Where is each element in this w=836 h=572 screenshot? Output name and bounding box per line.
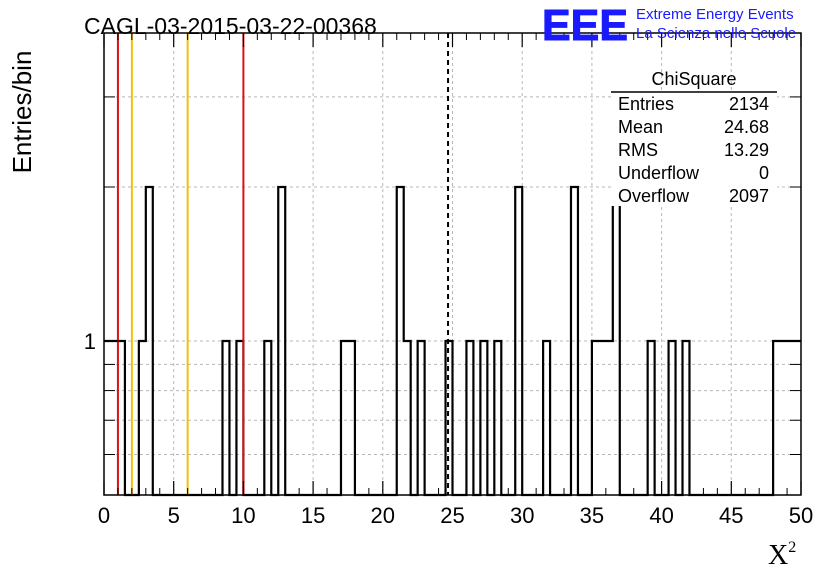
logo-line-1: Extreme Energy Events xyxy=(636,6,794,23)
stats-label: Underflow xyxy=(618,163,700,183)
x-tick-label: 0 xyxy=(98,503,110,528)
x-axis-label-base: X xyxy=(768,540,788,571)
x-axis-label-superscript: 2 xyxy=(788,539,796,556)
x-tick-label: 35 xyxy=(580,503,604,528)
x-tick-label: 50 xyxy=(789,503,813,528)
stats-box: ChiSquare Entries 2134 Mean 24.68 RMS 13.29 Un… xyxy=(611,69,777,206)
x-axis-label: X2 xyxy=(768,539,796,571)
eee-logo-icon: EEE xyxy=(542,1,628,50)
stats-box-title: ChiSquare xyxy=(651,69,736,89)
x-tick-label: 25 xyxy=(440,503,464,528)
x-tick-label: 15 xyxy=(301,503,325,528)
chart-title: CAGL-03-2015-03-22-00368 xyxy=(84,13,377,39)
x-tick-label: 40 xyxy=(649,503,673,528)
y-axis-label: Entries/bin xyxy=(7,51,37,174)
x-tick-label: 30 xyxy=(510,503,534,528)
stats-value: 2134 xyxy=(729,94,769,114)
reference-lines xyxy=(116,33,450,495)
y-tick-label: 1 xyxy=(84,329,96,354)
stats-value: 13.29 xyxy=(724,140,769,160)
x-tick-label: 5 xyxy=(168,503,180,528)
x-tick-label: 45 xyxy=(719,503,743,528)
stats-value: 2097 xyxy=(729,186,769,206)
stats-value: 0 xyxy=(759,163,769,183)
stats-value: 24.68 xyxy=(724,117,769,137)
stats-rows: Entries 2134 Mean 24.68 RMS 13.29 Underflow 0 Ov… xyxy=(618,94,769,206)
axis-ticks: 0 5 10 15 20 25 30 35 40 45 50 1 xyxy=(84,33,813,528)
stats-label: Overflow xyxy=(618,186,690,206)
stats-label: Entries xyxy=(618,94,674,114)
stats-label: Mean xyxy=(618,117,663,137)
stats-label: RMS xyxy=(618,140,658,160)
x-tick-label: 20 xyxy=(371,503,395,528)
x-tick-label: 10 xyxy=(231,503,255,528)
logo-line-2: La Scienza nelle Scuole xyxy=(636,25,796,42)
stats-box-background xyxy=(611,92,777,206)
